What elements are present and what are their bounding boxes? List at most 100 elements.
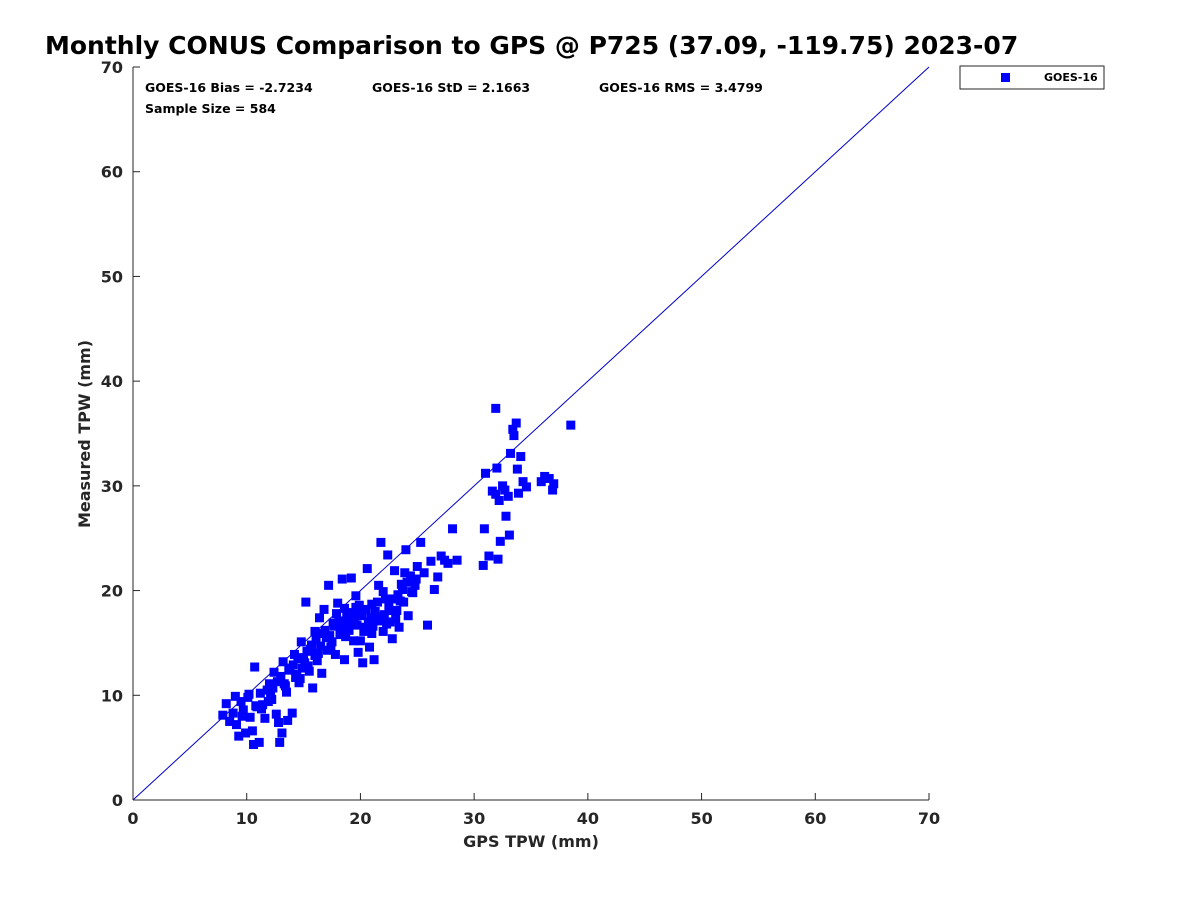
data-point bbox=[403, 611, 413, 621]
y-tick-label: 20 bbox=[101, 582, 123, 601]
bias-stat: GOES-16 Bias = -2.7234 bbox=[145, 80, 313, 95]
data-point bbox=[407, 587, 417, 597]
data-point bbox=[395, 596, 405, 606]
data-point bbox=[513, 488, 523, 498]
data-point bbox=[452, 555, 462, 565]
data-point bbox=[337, 574, 347, 584]
data-point bbox=[388, 594, 398, 604]
data-point bbox=[491, 489, 501, 499]
data-point bbox=[481, 468, 491, 478]
y-tick-label: 70 bbox=[101, 58, 123, 77]
data-point bbox=[287, 708, 297, 718]
data-point bbox=[271, 709, 281, 719]
data-point bbox=[297, 663, 307, 673]
data-point bbox=[361, 604, 371, 614]
data-point bbox=[350, 612, 360, 622]
rms-stat: GOES-16 RMS = 3.4799 bbox=[599, 80, 763, 95]
data-point bbox=[378, 626, 388, 636]
data-point bbox=[382, 619, 392, 629]
y-tick-label: 50 bbox=[101, 267, 123, 286]
y-tick-label: 40 bbox=[101, 372, 123, 391]
legend: GOES-16 bbox=[959, 65, 1105, 90]
data-point bbox=[228, 708, 238, 718]
data-point bbox=[295, 674, 305, 684]
data-point bbox=[479, 524, 489, 534]
data-point bbox=[346, 573, 356, 583]
data-point bbox=[310, 650, 320, 660]
data-point bbox=[367, 629, 377, 639]
data-point bbox=[494, 496, 504, 506]
data-point bbox=[340, 655, 350, 665]
data-point bbox=[225, 716, 235, 726]
data-point bbox=[506, 448, 516, 458]
data-point bbox=[275, 737, 285, 747]
data-point bbox=[269, 667, 279, 677]
data-point bbox=[448, 524, 458, 534]
data-point bbox=[333, 598, 343, 608]
data-point bbox=[503, 491, 513, 501]
data-point bbox=[367, 599, 377, 609]
identity-line-layer bbox=[132, 66, 930, 801]
data-point bbox=[296, 637, 306, 647]
x-tick-label: 20 bbox=[349, 809, 371, 828]
data-point bbox=[330, 649, 340, 659]
data-point bbox=[262, 685, 272, 695]
data-point bbox=[423, 620, 433, 630]
data-point bbox=[236, 697, 246, 707]
data-point bbox=[244, 689, 254, 699]
data-point bbox=[308, 683, 318, 693]
data-point bbox=[274, 718, 284, 728]
data-point bbox=[548, 485, 558, 495]
data-point bbox=[516, 452, 526, 462]
data-point bbox=[354, 600, 364, 610]
data-point bbox=[443, 558, 453, 568]
data-point bbox=[332, 609, 342, 619]
data-point bbox=[357, 611, 367, 621]
data-point bbox=[383, 550, 393, 560]
data-point bbox=[351, 591, 361, 601]
x-tick-label: 10 bbox=[236, 809, 258, 828]
data-point bbox=[491, 403, 501, 413]
data-point bbox=[536, 477, 546, 487]
data-point bbox=[368, 621, 378, 631]
data-point bbox=[283, 715, 293, 725]
data-point bbox=[478, 560, 488, 570]
data-point bbox=[329, 621, 339, 631]
data-point bbox=[501, 511, 511, 521]
data-point bbox=[251, 701, 261, 711]
data-point bbox=[352, 620, 362, 630]
data-point bbox=[263, 697, 273, 707]
data-point bbox=[353, 647, 363, 657]
data-point bbox=[376, 537, 386, 547]
data-point bbox=[317, 668, 327, 678]
data-point bbox=[218, 710, 228, 720]
data-point bbox=[247, 726, 257, 736]
data-point bbox=[398, 585, 408, 595]
data-point bbox=[322, 645, 332, 655]
data-point bbox=[336, 624, 346, 634]
data-point bbox=[230, 691, 240, 701]
identity-line bbox=[132, 66, 930, 801]
y-tick-label: 0 bbox=[112, 791, 123, 810]
data-point bbox=[374, 580, 384, 590]
data-point bbox=[402, 577, 412, 587]
data-point bbox=[410, 580, 420, 590]
data-point bbox=[256, 704, 266, 714]
data-point bbox=[378, 587, 388, 597]
data-point bbox=[405, 571, 415, 581]
data-point bbox=[512, 464, 522, 474]
data-point bbox=[241, 728, 251, 738]
data-point bbox=[372, 597, 382, 607]
std-stat: GOES-16 StD = 2.1663 bbox=[372, 80, 530, 95]
data-point bbox=[495, 536, 505, 546]
data-point bbox=[221, 699, 231, 709]
data-point bbox=[319, 604, 329, 614]
x-tick-label: 30 bbox=[463, 809, 485, 828]
data-point bbox=[314, 613, 324, 623]
data-point bbox=[362, 564, 372, 574]
data-point bbox=[521, 482, 531, 492]
data-point bbox=[338, 619, 348, 629]
data-point bbox=[282, 687, 292, 697]
data-point bbox=[299, 653, 309, 663]
data-point bbox=[518, 477, 528, 487]
